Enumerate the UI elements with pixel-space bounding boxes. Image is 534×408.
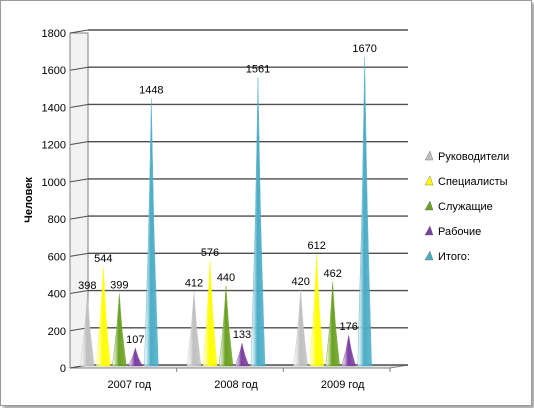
- gridline-diag: [69, 290, 89, 295]
- bar: [250, 77, 266, 367]
- bar: [112, 293, 127, 367]
- x-tick-label: 2009 год: [321, 379, 365, 391]
- data-label: 1561: [246, 63, 270, 75]
- x-axis-ticks: 2007 год 2008 год 2009 год: [108, 368, 391, 391]
- data-label: 420: [291, 276, 309, 288]
- data-label: 412: [185, 277, 203, 289]
- gridline-diag: [69, 178, 89, 183]
- y-axis-ticks: 0 200 400 600 800 1000 1200 1400 1600 1800: [42, 28, 66, 375]
- data-label: 612: [307, 240, 325, 252]
- data-label: 544: [94, 253, 112, 265]
- data-label: 399: [110, 280, 128, 292]
- y-tick-label: 0: [60, 363, 66, 375]
- y-tick-label: 1200: [42, 140, 66, 152]
- legend-item: Специалисты: [438, 176, 508, 188]
- legend-item: Служащие: [438, 201, 493, 213]
- legend: Руководители Специалисты Служащие Рабочие Ит…: [424, 150, 509, 263]
- data-label: 440: [217, 272, 235, 284]
- y-tick-label: 1400: [42, 102, 66, 114]
- data-labels: 398 544 399 107 1448 412 576 440 133 1561 420 612 46…: [78, 43, 377, 346]
- data-label: 107: [126, 334, 144, 346]
- data-label: 1670: [352, 43, 376, 55]
- y-tick-label: 1600: [42, 65, 66, 77]
- bar: [325, 282, 340, 367]
- x-tick-label: 2008 год: [214, 379, 258, 391]
- bar: [186, 291, 202, 367]
- gridline-diag: [69, 29, 89, 34]
- bar: [96, 266, 111, 367]
- bar: [234, 343, 250, 367]
- y-tick-label: 400: [48, 289, 66, 301]
- data-label: 133: [233, 329, 251, 341]
- gridline-diag: [69, 252, 89, 257]
- data-label: 576: [201, 247, 219, 259]
- chart-walls: [69, 32, 409, 369]
- data-label: 176: [339, 321, 357, 333]
- x-tick-label: 2007 год: [108, 379, 152, 391]
- bar: [144, 98, 159, 367]
- bar: [127, 348, 143, 367]
- bar: [293, 289, 308, 367]
- legend-item: Руководители: [438, 151, 509, 163]
- gridline-diag: [69, 103, 89, 108]
- gridline-diag: [69, 215, 89, 220]
- bar: [341, 335, 356, 367]
- legend-swatch: [424, 150, 434, 161]
- bar: [202, 260, 218, 367]
- gridline-diag: [69, 66, 89, 71]
- data-label: 1448: [139, 85, 163, 97]
- legend-item: Итого:: [438, 251, 470, 263]
- side-wall: [69, 32, 89, 369]
- legend-swatch: [424, 200, 434, 211]
- y-tick-label: 1800: [42, 28, 66, 40]
- legend-swatch: [424, 250, 434, 261]
- y-tick-label: 600: [48, 251, 66, 263]
- y-tick-label: 800: [48, 214, 66, 226]
- gridline-diag: [69, 141, 89, 146]
- legend-item: Рабочие: [438, 226, 481, 238]
- bar: [309, 254, 324, 367]
- y-axis-label: Человек: [23, 177, 35, 223]
- bar: [357, 57, 372, 367]
- y-tick-label: 1000: [42, 177, 66, 189]
- bar-marks: [80, 57, 372, 367]
- bar: [80, 293, 95, 367]
- legend-swatch: [424, 225, 434, 236]
- bar: [218, 286, 234, 367]
- legend-swatch: [424, 175, 434, 186]
- y-tick-label: 200: [48, 326, 66, 338]
- data-label: 398: [78, 280, 96, 292]
- data-label: 462: [323, 268, 341, 280]
